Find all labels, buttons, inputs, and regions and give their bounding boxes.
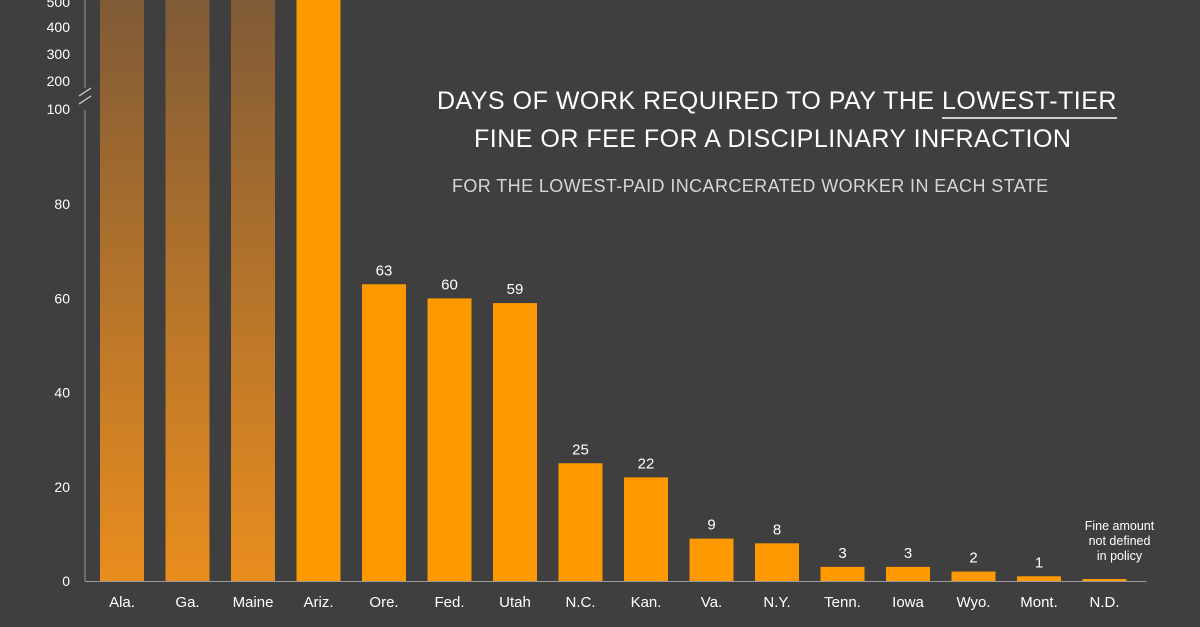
x-tick-label: Utah bbox=[499, 594, 531, 611]
x-tick-label: N.Y. bbox=[763, 594, 790, 611]
annotation-line: in policy bbox=[1097, 549, 1143, 563]
data-label: 22 bbox=[638, 455, 655, 472]
x-tick-label: Ala. bbox=[109, 594, 135, 611]
bar-Tenn. bbox=[820, 566, 865, 581]
x-tick-label: Ore. bbox=[369, 594, 398, 611]
x-ticks-group: Ala. Ga. Maine Ariz. Ore. Fed. Utah N.C. Kan. Va.… bbox=[109, 594, 1119, 611]
bar-Va. bbox=[689, 538, 734, 581]
bars-group bbox=[100, 0, 1127, 581]
bar-Wyo. bbox=[951, 571, 996, 581]
y-tick-label: 60 bbox=[54, 290, 70, 306]
bar-Ga. bbox=[165, 0, 210, 581]
y-tick-label: 100 bbox=[47, 101, 71, 117]
chart-title-line2: FINE OR FEE FOR A DISCIPLINARY INFRACTIO… bbox=[474, 125, 1071, 153]
y-tick-label: 40 bbox=[54, 385, 70, 401]
x-tick-label: Ga. bbox=[175, 594, 199, 611]
x-tick-label: Maine bbox=[233, 594, 274, 611]
x-tick-label: N.C. bbox=[566, 594, 596, 611]
x-tick-label: Kan. bbox=[631, 594, 662, 611]
data-label: 8 bbox=[773, 521, 781, 538]
x-tick-label: Iowa bbox=[892, 594, 924, 611]
data-label: 59 bbox=[507, 281, 524, 298]
bar-Ala. bbox=[100, 0, 144, 581]
y-tick-label: 0 bbox=[62, 573, 70, 589]
annotation-line: not defined bbox=[1089, 534, 1151, 548]
y-tick-label: 500 bbox=[47, 0, 71, 10]
data-label: 3 bbox=[838, 545, 846, 562]
y-tick-label: 200 bbox=[47, 73, 71, 89]
data-label: 63 bbox=[376, 262, 393, 279]
x-tick-label: Ariz. bbox=[304, 594, 334, 611]
bar-N.D.-placeholder bbox=[1082, 579, 1127, 581]
y-tick-label: 400 bbox=[47, 19, 71, 35]
y-tick-label: 20 bbox=[54, 479, 70, 495]
data-labels-group: 63 60 59 25 22 9 8 3 3 2 1 bbox=[376, 262, 1044, 571]
title-emphasis: LOWEST-TIER bbox=[942, 87, 1117, 115]
bar-Mont. bbox=[1017, 576, 1061, 581]
y-tick-label: 300 bbox=[47, 46, 71, 62]
bar-Kan. bbox=[624, 477, 668, 581]
x-tick-label: Va. bbox=[701, 594, 722, 611]
data-label: 1 bbox=[1035, 554, 1043, 571]
chart-title-line1: DAYS OF WORK REQUIRED TO PAY THE LOWEST-… bbox=[437, 87, 1117, 115]
bar-Fed. bbox=[427, 298, 472, 581]
x-tick-label: Mont. bbox=[1020, 594, 1058, 611]
data-label: 2 bbox=[969, 550, 977, 567]
y-tick-label: 80 bbox=[54, 196, 70, 212]
x-tick-label: Wyo. bbox=[956, 594, 990, 611]
data-label: 60 bbox=[441, 276, 458, 293]
x-tick-label: Tenn. bbox=[824, 594, 861, 611]
data-label: 3 bbox=[904, 545, 912, 562]
x-tick-label: Fed. bbox=[434, 594, 464, 611]
bar-N.C. bbox=[558, 463, 603, 581]
axis-break-mark-upper bbox=[78, 87, 92, 97]
annotation-line: Fine amount bbox=[1085, 519, 1155, 533]
bar-Ariz. bbox=[296, 0, 341, 581]
bar-Utah bbox=[493, 303, 537, 581]
chart-subtitle: FOR THE LOWEST-PAID INCARCERATED WORKER … bbox=[452, 176, 1049, 196]
x-tick-label: N.D. bbox=[1090, 594, 1120, 611]
data-label: 9 bbox=[707, 517, 715, 534]
axis-group bbox=[78, 0, 1147, 582]
bar-Ore. bbox=[362, 284, 406, 581]
bar-N.Y. bbox=[755, 543, 799, 581]
bar-Maine bbox=[231, 0, 275, 581]
data-label: 25 bbox=[572, 441, 589, 458]
title-text: DAYS OF WORK REQUIRED TO PAY THE bbox=[437, 87, 942, 115]
y-ticks-group: 0 20 40 60 80 100 200 300 400 500 bbox=[47, 0, 71, 589]
title-group: DAYS OF WORK REQUIRED TO PAY THE LOWEST-… bbox=[437, 87, 1117, 196]
bar-Iowa bbox=[886, 566, 930, 581]
axis-break-mark-lower bbox=[78, 95, 92, 105]
